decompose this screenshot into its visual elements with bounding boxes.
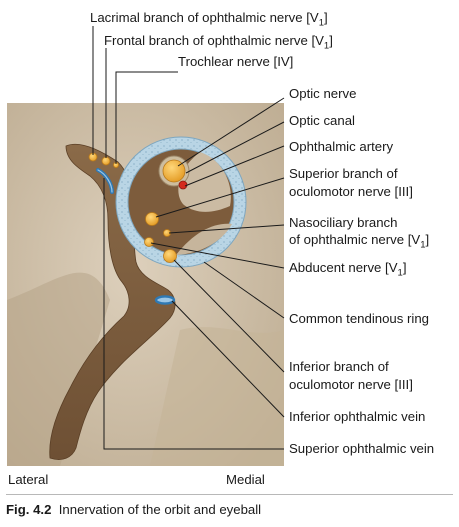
leader-abducent (150, 242, 285, 269)
bone-shading (150, 327, 284, 466)
orientation-medial: Medial (226, 472, 265, 487)
leader-inferior-vein (171, 300, 285, 418)
label-nasociliary-2: of ophthalmic nerve [V1] (289, 232, 430, 251)
label-superior-ophthalmic-vein: Superior ophthalmic vein (289, 441, 435, 456)
figure-number: Fig. 4.2 (6, 502, 52, 517)
label-optic-nerve: Optic nerve (289, 86, 357, 101)
label-superior-oculomotor-1: Superior branch of (289, 166, 398, 181)
inferior-ophthalmic-vein (154, 295, 176, 305)
abducent-nerve (144, 237, 154, 247)
ophthalmic-artery (178, 180, 188, 190)
figure-caption-text: Innervation of the orbit and eyeball (58, 502, 262, 517)
inferior-branch-oculomotor-nerve (163, 249, 177, 263)
leader-superior-vein (103, 178, 284, 450)
orientation-lateral: Lateral (8, 472, 49, 487)
label-superior-oculomotor-2: oculomotor nerve [III] (289, 184, 413, 199)
superior-ophthalmic-vein-lumen (97, 169, 113, 193)
leader-lines (92, 26, 285, 450)
caption-divider (6, 494, 453, 495)
bone-shading (7, 272, 110, 466)
figure-caption: Fig. 4.2 Innervation of the orbit and ey… (6, 502, 261, 517)
ring-inner-upper-medial (178, 152, 231, 212)
leader-nasociliary (168, 224, 285, 234)
orbit-apex-illustration (7, 26, 285, 466)
leader-ophthalmic-artery (184, 145, 285, 187)
leader-optic-canal (185, 121, 285, 174)
superior-branch-oculomotor-nerve (145, 212, 159, 226)
frontal-nerve (101, 156, 111, 166)
label-abducent-nerve: Abducent nerve [V1] (289, 260, 407, 279)
label-trochlear-nerve: Trochlear nerve [IV] (178, 54, 294, 69)
label-common-tendinous-ring: Common tendinous ring (289, 311, 430, 326)
label-inferior-oculomotor-1: Inferior branch of (289, 359, 389, 374)
leader-optic-nerve (177, 97, 285, 167)
label-lacrimal-branch: Lacrimal branch of ophthalmic nerve [V1] (90, 10, 328, 29)
leader-superior-oculomotor (155, 177, 285, 218)
label-nasociliary-1: Nasociliary branch (289, 215, 398, 230)
ring-inner-lower-medial (176, 223, 232, 255)
label-ophthalmic-artery: Ophthalmic artery (289, 139, 394, 154)
leader-tendinous-ring (203, 261, 285, 319)
label-inferior-ophthalmic-vein: Inferior ophthalmic vein (289, 409, 426, 424)
leader-inferior-oculomotor (173, 259, 285, 373)
label-optic-canal: Optic canal (289, 113, 355, 128)
label-frontal-branch: Frontal branch of ophthalmic nerve [V1] (104, 33, 333, 52)
label-inferior-oculomotor-2: oculomotor nerve [III] (289, 377, 413, 392)
leader-trochlear (115, 71, 178, 164)
